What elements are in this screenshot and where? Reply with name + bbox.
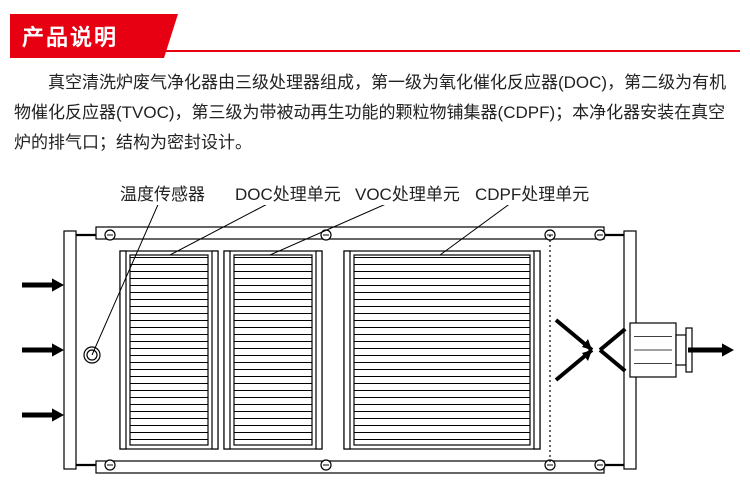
diagram-label-voc: VOC处理单元 bbox=[355, 180, 460, 205]
section-badge-text: 产品说明 bbox=[22, 25, 118, 50]
diagram-label-cdpf: CDPF处理单元 bbox=[475, 180, 589, 205]
diagram-label-temp: 温度传感器 bbox=[120, 180, 205, 205]
section-rule bbox=[10, 50, 740, 52]
purifier-diagram bbox=[10, 205, 740, 495]
description-paragraph: 真空清洗炉废气净化器由三级处理器组成，第一级为氧化催化反应器(DOC)，第二级为… bbox=[14, 68, 734, 158]
diagram-label-doc: DOC处理单元 bbox=[235, 180, 341, 205]
